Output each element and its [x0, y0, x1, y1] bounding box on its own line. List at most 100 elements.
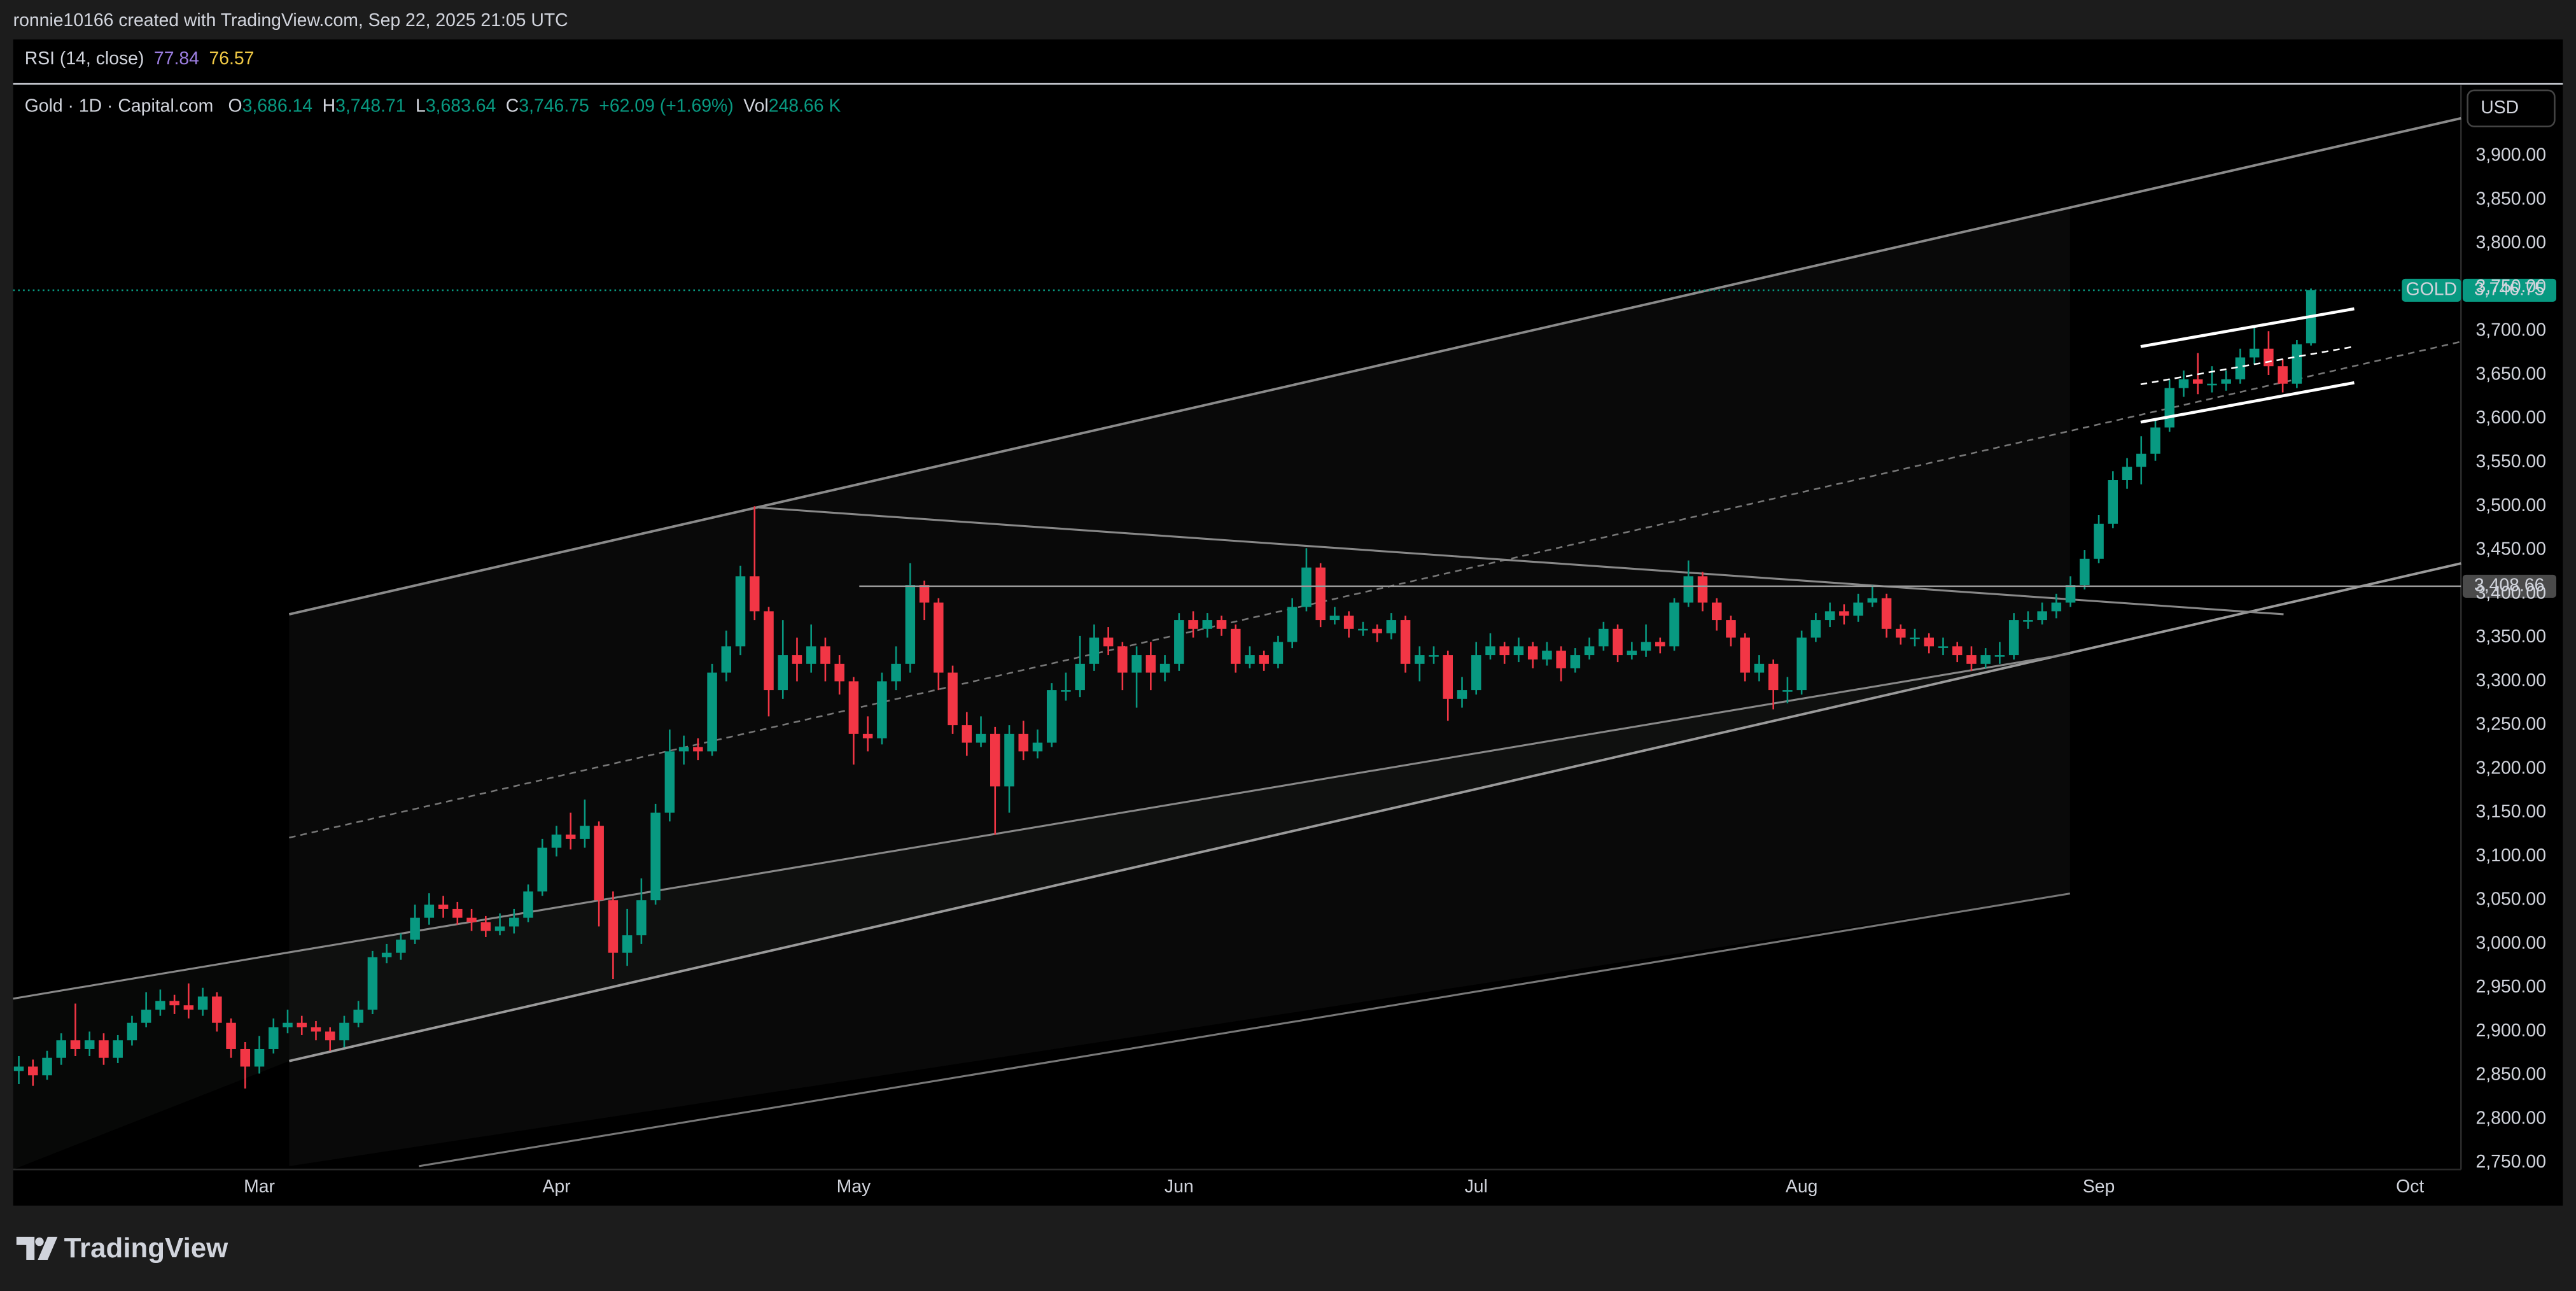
candle-body: [2080, 558, 2090, 586]
legend-key: L: [416, 95, 426, 116]
y-tick-label: 3,800.00: [2476, 232, 2546, 253]
candle-body: [551, 835, 562, 848]
candle-body: [622, 935, 633, 953]
candle-body: [678, 747, 689, 752]
candle-body: [1910, 637, 1920, 640]
y-tick-label: 2,850.00: [2476, 1064, 2546, 1085]
symbol-title: Gold · 1D · Capital.com: [25, 95, 214, 116]
candle-body: [197, 996, 208, 1010]
currency-box[interactable]: [2467, 89, 2556, 127]
candle-body: [99, 1040, 109, 1058]
candle-body: [169, 1001, 179, 1006]
legend-value: 3,683.64: [426, 95, 496, 116]
candle-body: [608, 900, 619, 953]
drawings: [13, 116, 2461, 1168]
candle-body: [2037, 611, 2047, 621]
candle-body: [240, 1048, 251, 1067]
candle-body: [1004, 733, 1014, 787]
candle-body: [792, 655, 802, 664]
candle-body: [1386, 620, 1397, 633]
candle-body: [2122, 467, 2132, 481]
candle-body: [537, 847, 547, 892]
rsi-legend: RSI (14, close) 77.84 76.57: [25, 48, 255, 68]
candle-body: [2249, 348, 2260, 358]
candle-body: [848, 681, 859, 734]
candle-body: [1089, 637, 1100, 664]
candle-body: [1570, 655, 1581, 668]
y-tick-label: 3,300.00: [2476, 670, 2546, 691]
candle-body: [1145, 655, 1156, 673]
candle-body: [141, 1010, 151, 1023]
candle-body: [1315, 567, 1326, 621]
candle-body: [494, 926, 505, 931]
x-tick-label: Apr: [542, 1176, 570, 1197]
candle-body: [42, 1057, 52, 1076]
legend-key: C: [506, 95, 519, 116]
legend-key: O: [228, 95, 242, 116]
candle-body: [1980, 655, 1991, 664]
last-price-tag: [2462, 278, 2557, 302]
y-tick-label: 3,100.00: [2476, 845, 2546, 866]
candle-body: [934, 602, 944, 673]
candle-body: [28, 1066, 38, 1076]
candle-body: [1485, 646, 1495, 656]
candle-body: [820, 646, 830, 664]
overlay: 3,408.66 GOLD 3,746.75: [13, 278, 2557, 598]
candle-body: [1259, 655, 1269, 664]
candle-body: [1358, 628, 1368, 631]
candle-body: [1584, 646, 1595, 656]
candle-body: [1824, 611, 1835, 621]
candle-body: [2292, 344, 2302, 384]
candle-body: [2278, 366, 2288, 384]
candle-body: [1697, 576, 1708, 603]
candle-body: [1952, 646, 1963, 656]
x-tick-label: Aug: [1786, 1176, 1818, 1197]
flag-upper: [2140, 307, 2355, 348]
support-line: [13, 653, 2071, 1000]
candle-body: [1117, 646, 1128, 673]
candle-body: [1796, 637, 1807, 691]
candle-body: [834, 663, 844, 682]
candle-body: [1711, 602, 1722, 621]
candle-body: [2094, 523, 2104, 559]
y-tick-label: 2,750.00: [2476, 1152, 2546, 1172]
candle-body: [2164, 388, 2174, 428]
candle-body: [339, 1022, 349, 1041]
currency[interactable]: USD: [2481, 97, 2519, 118]
y-tick-label: 3,050.00: [2476, 889, 2546, 910]
candle-body: [1202, 620, 1213, 629]
candle-body: [1966, 655, 1977, 664]
flag-mid: [2140, 346, 2355, 386]
candle-body: [325, 1031, 335, 1041]
candle-body: [1556, 651, 1566, 668]
candle-body: [396, 940, 406, 953]
brand-icon-dot: [35, 1237, 44, 1246]
candles: [13, 288, 2316, 1089]
candle-body: [1471, 655, 1481, 691]
candle-body: [2051, 602, 2062, 612]
y-tick-label: 3,700.00: [2476, 320, 2546, 341]
candle-body: [2178, 379, 2189, 388]
candle-body: [1669, 602, 1679, 647]
y-tick-label: 2,800.00: [2476, 1108, 2546, 1128]
flag: [2140, 307, 2355, 424]
y-tick-label: 3,400.00: [2476, 582, 2546, 603]
candle-body: [1216, 620, 1227, 629]
candle-body: [254, 1048, 265, 1067]
y-tick-label: 3,500.00: [2476, 495, 2546, 516]
candle-body: [1400, 620, 1411, 664]
candle-body: [2136, 453, 2146, 467]
legend-change: +62.09 (+1.69%): [599, 95, 733, 116]
rsi-value: 76.57: [209, 48, 254, 68]
candle-body: [2235, 357, 2246, 379]
candle-body: [990, 733, 1000, 787]
candle-body: [1018, 733, 1028, 752]
candle-body: [778, 655, 788, 691]
channel-lower: [288, 562, 2461, 1062]
candle-body: [650, 812, 661, 901]
level-tag: [2462, 574, 2557, 598]
candle-body: [13, 1066, 24, 1071]
candle-body: [806, 646, 816, 664]
candle-body: [1075, 663, 1085, 691]
